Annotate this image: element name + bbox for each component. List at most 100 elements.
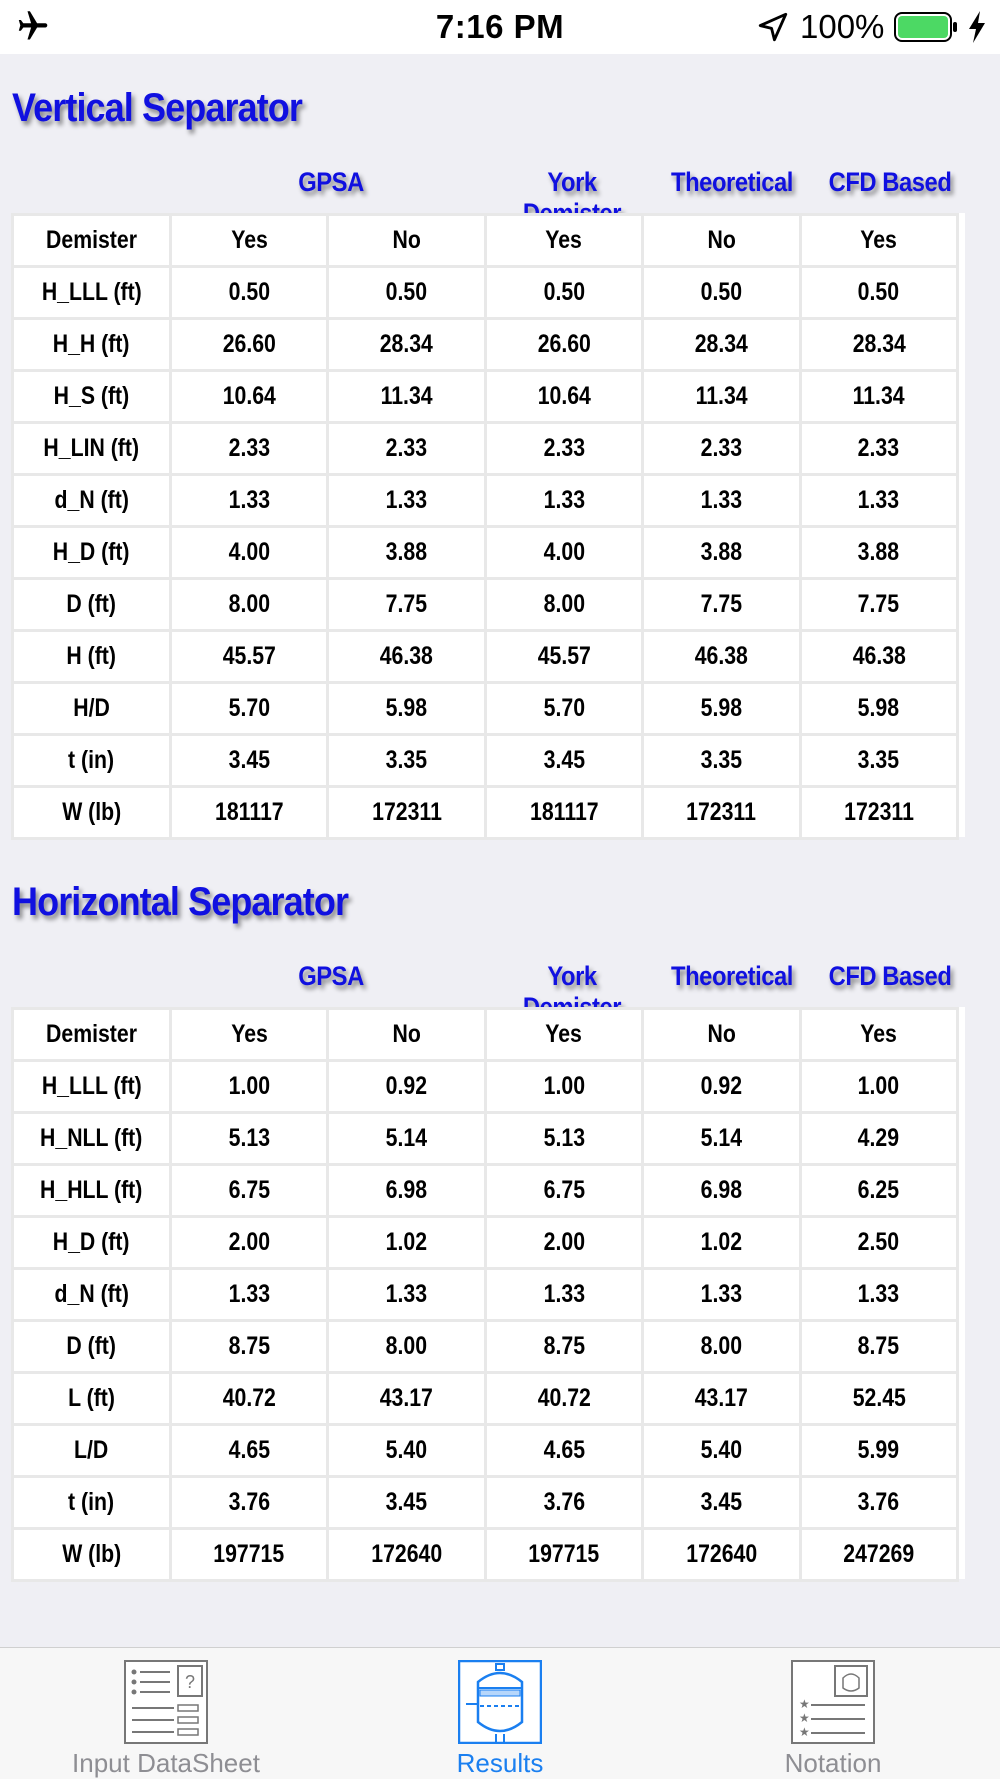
table-header-row: Demister Yes No Yes No Yes (11, 213, 960, 268)
tab-results-label: Results (456, 1748, 544, 1778)
table-cell: 8.00 (483, 577, 645, 632)
table-cell: 1.33 (641, 1267, 802, 1322)
svg-text:★: ★ (799, 1711, 810, 1725)
table-cell: 181117 (483, 785, 645, 840)
table-cell: 172311 (326, 785, 487, 840)
table-cell: 3.88 (798, 525, 960, 580)
row-label: H_D (ft) (11, 1215, 172, 1270)
table-cell: 5.14 (641, 1111, 802, 1166)
row-label: D (ft) (11, 577, 172, 632)
row-label: D (ft) (11, 1319, 172, 1374)
table-cell: 2.33 (798, 421, 960, 476)
table-cell: 11.34 (326, 369, 487, 424)
table-cell: 46.38 (641, 629, 802, 684)
airplane-icon (18, 11, 48, 40)
table-cell: 2.33 (168, 421, 330, 476)
table-row: H (ft) 45.57 46.38 45.57 46.38 46.38 (11, 629, 960, 684)
table-cell: 4.00 (483, 525, 645, 580)
table-cell: 197715 (168, 1527, 330, 1582)
vertical-group-theoretical: Theoretical (671, 167, 793, 197)
table-cell: 3.88 (641, 525, 802, 580)
table-cell: 7.75 (641, 577, 802, 632)
table-cell: 1.33 (326, 1267, 487, 1322)
row-label: L (ft) (11, 1371, 172, 1426)
table-cell: 247269 (798, 1527, 960, 1582)
table-cell: 40.72 (483, 1371, 645, 1426)
table-cell: 1.00 (168, 1059, 330, 1114)
table-cell: 181117 (168, 785, 330, 840)
table-cell: 1.33 (483, 473, 645, 528)
separator-vessel-icon (458, 1660, 542, 1744)
table-cell: 4.00 (168, 525, 330, 580)
table-cell: 1.33 (641, 473, 802, 528)
row-label: W (lb) (11, 1527, 172, 1582)
table-cell: 10.64 (168, 369, 330, 424)
table-row: H_HLL (ft) 6.75 6.98 6.75 6.98 6.25 (11, 1163, 960, 1218)
table-row: H_LLL (ft) 0.50 0.50 0.50 0.50 0.50 (11, 265, 960, 320)
table-cell: 6.75 (483, 1163, 645, 1218)
row-label: H_H (ft) (11, 317, 172, 372)
table-cell: 5.14 (326, 1111, 487, 1166)
table-cell: 52.45 (798, 1371, 960, 1426)
row-label: Demister (11, 1007, 172, 1062)
table-cell: 3.45 (168, 733, 330, 788)
table-cell: 5.98 (326, 681, 487, 736)
table-row: H_D (ft) 2.00 1.02 2.00 1.02 2.50 (11, 1215, 960, 1270)
table-cell: 3.35 (641, 733, 802, 788)
table-cell: Yes (168, 213, 330, 268)
tab-notation[interactable]: ★ ★ ★ Notation (713, 1648, 953, 1779)
table-cell: 5.40 (641, 1423, 802, 1478)
row-label: H_LIN (ft) (11, 421, 172, 476)
table-cell: 26.60 (483, 317, 645, 372)
table-cell: 4.29 (798, 1111, 960, 1166)
table-cell: 40.72 (168, 1371, 330, 1426)
table-cell: 28.34 (641, 317, 802, 372)
table-cell: 5.13 (168, 1111, 330, 1166)
table-cell: 0.50 (326, 265, 487, 320)
location-arrow-icon (758, 12, 788, 42)
table-cell: 3.76 (168, 1475, 330, 1530)
svg-text:★: ★ (799, 1697, 810, 1711)
tab-notation-label: Notation (784, 1748, 882, 1778)
tab-results[interactable]: Results (380, 1648, 620, 1779)
table-row: H_LLL (ft) 1.00 0.92 1.00 0.92 1.00 (11, 1059, 960, 1114)
table-row: L/D 4.65 5.40 4.65 5.40 5.99 (11, 1423, 960, 1478)
table-header-row: Demister Yes No Yes No Yes (11, 1007, 960, 1062)
table-row: H_NLL (ft) 5.13 5.14 5.13 5.14 4.29 (11, 1111, 960, 1166)
vertical-results-table: Demister Yes No Yes No Yes H_LLL (ft) 0.50 0.50 0… (11, 213, 960, 840)
row-label: Demister (11, 213, 172, 268)
vertical-group-gpsa: GPSA (298, 167, 364, 197)
table-cell: 197715 (483, 1527, 645, 1582)
table-cell: No (326, 1007, 487, 1062)
table-cell: 172311 (798, 785, 960, 840)
table-cell: 6.98 (641, 1163, 802, 1218)
tab-input-datasheet[interactable]: ? Input DataSheet (46, 1648, 286, 1779)
table-cell: 2.00 (483, 1215, 645, 1270)
table-cell: 2.33 (641, 421, 802, 476)
table-cell: 5.98 (641, 681, 802, 736)
row-label: W (lb) (11, 785, 172, 840)
table-cell: 5.98 (798, 681, 960, 736)
table-cell: 1.33 (798, 473, 960, 528)
horizontal-results-table-panel: Demister Yes No Yes No Yes H_LLL (ft) 1.00 0.92 1… (11, 1007, 965, 1582)
table-cell: 0.50 (641, 265, 802, 320)
battery-percent: 100% (800, 8, 885, 45)
table-cell: 3.35 (798, 733, 960, 788)
battery-icon (894, 12, 957, 42)
table-row: t (in) 3.76 3.45 3.76 3.45 3.76 (11, 1475, 960, 1530)
status-bar: 7:16 PM 100% (0, 0, 1000, 54)
table-cell: 0.92 (326, 1059, 487, 1114)
table-row: W (lb) 197715 172640 197715 172640 247269 (11, 1527, 960, 1582)
row-label: H_HLL (ft) (11, 1163, 172, 1218)
table-cell: 0.50 (168, 265, 330, 320)
vertical-separator-title: Vertical Separator (12, 86, 303, 130)
table-cell: 8.00 (168, 577, 330, 632)
table-cell: 1.33 (168, 1267, 330, 1322)
table-cell: No (326, 213, 487, 268)
row-label: H_S (ft) (11, 369, 172, 424)
notation-list-icon: ★ ★ ★ (791, 1660, 875, 1744)
table-row: H_S (ft) 10.64 11.34 10.64 11.34 11.34 (11, 369, 960, 424)
row-label: H_D (ft) (11, 525, 172, 580)
table-cell: 172640 (326, 1527, 487, 1582)
table-cell: 8.75 (483, 1319, 645, 1374)
